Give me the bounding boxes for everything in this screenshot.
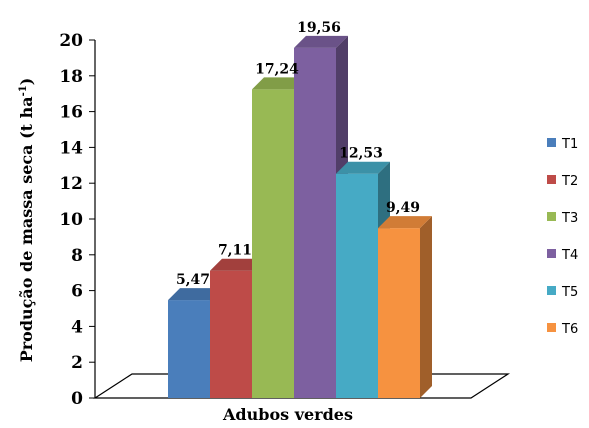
bar-top-face <box>294 35 348 48</box>
data-labels-layer: 5,47 7,11 17,24 19,56 12,53 9,49 <box>176 20 420 288</box>
bar-front-face <box>294 47 336 398</box>
y-tick-label: 16 <box>59 103 83 123</box>
legend-label: T2 <box>561 174 578 189</box>
y-tick-label: 18 <box>59 67 83 87</box>
legend-label: T4 <box>561 248 578 263</box>
y-tick-label: 0 <box>71 389 83 409</box>
data-label-t3: 17,24 <box>255 61 299 77</box>
bar-front-face <box>252 89 294 399</box>
bars-layer <box>168 35 432 399</box>
data-label-t5: 12,53 <box>339 146 383 162</box>
data-label-t6: 9,49 <box>386 200 420 216</box>
legend-swatch <box>547 138 556 147</box>
bar-front-face <box>336 173 378 398</box>
y-tick-label: 8 <box>71 246 83 266</box>
data-label-t4: 19,56 <box>297 20 341 36</box>
y-tick-label: 2 <box>71 353 83 373</box>
bar-t6 <box>378 216 432 398</box>
bar-front-face <box>210 270 252 398</box>
legend-label: T5 <box>561 285 578 300</box>
legend-swatch <box>547 286 556 295</box>
axis-layer: 0 2 4 6 8 10 12 14 16 18 20 <box>59 31 511 409</box>
legend-item-t5: T5 <box>547 285 578 300</box>
bar-top-face <box>210 258 264 271</box>
bar-top-face <box>252 77 306 90</box>
legend-item-t2: T2 <box>547 174 578 189</box>
legend-item-t4: T4 <box>547 248 578 263</box>
legend-label: T1 <box>561 137 578 152</box>
y-tick-label: 14 <box>59 138 83 158</box>
legend-item-t6: T6 <box>547 322 578 337</box>
bar-front-face <box>168 300 210 398</box>
legend-swatch <box>547 212 556 221</box>
bar-front-face <box>378 228 420 398</box>
y-tick-label: 12 <box>59 174 83 194</box>
legend-label: T3 <box>561 211 578 226</box>
y-axis-title-main: Produção de massa seca (t ha <box>17 96 36 362</box>
legend-swatch <box>547 175 556 184</box>
y-axis-title-sup: -1 <box>18 85 29 96</box>
bar-side-face <box>420 216 432 398</box>
legend-item-t3: T3 <box>547 211 578 226</box>
y-tick-label: 6 <box>71 282 83 302</box>
x-axis-title: Adubos verdes <box>222 405 353 424</box>
bar-top-face <box>378 216 432 229</box>
y-axis-title-close: ) <box>17 78 36 86</box>
y-tick-label: 4 <box>71 317 83 337</box>
legend-swatch <box>547 249 556 258</box>
y-tick-label: 20 <box>59 31 83 51</box>
bar-top-face <box>168 288 222 301</box>
legend-swatch <box>547 323 556 332</box>
bar-top-face <box>336 161 390 174</box>
legend: T1 T2 T3 T4 T5 T6 <box>547 137 578 337</box>
legend-label: T6 <box>561 322 578 337</box>
data-label-t2: 7,11 <box>218 243 252 259</box>
y-axis-title: Produção de massa seca (t ha-1) <box>17 78 36 363</box>
y-tick-label: 10 <box>59 210 83 230</box>
legend-item-t1: T1 <box>547 137 578 152</box>
data-label-t1: 5,47 <box>176 272 210 288</box>
